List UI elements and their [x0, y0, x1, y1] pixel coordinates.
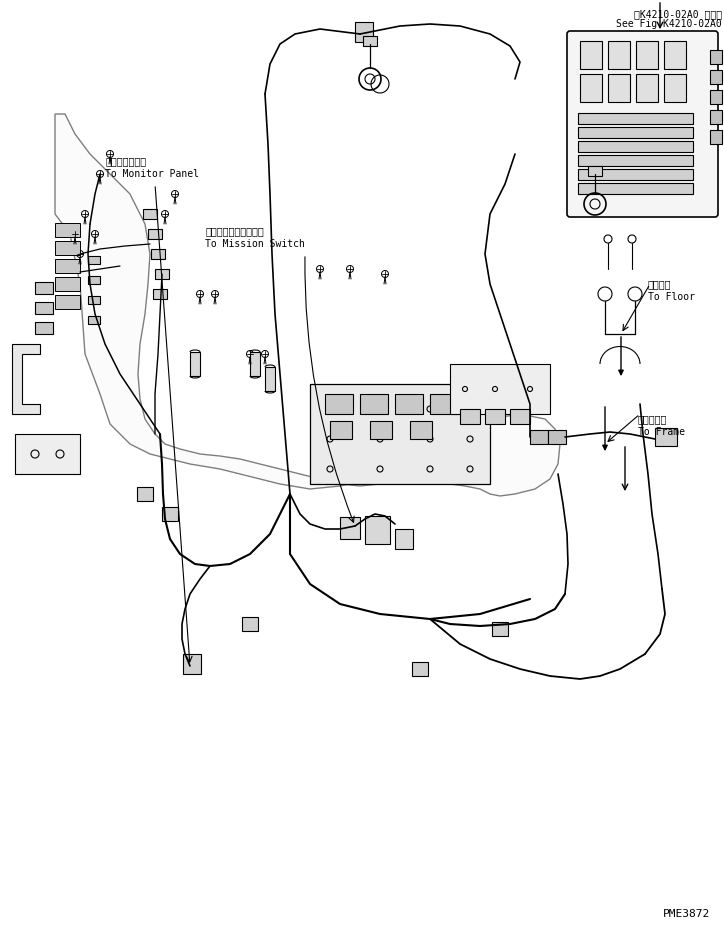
Text: フレームへ
To Frame: フレームへ To Frame — [638, 414, 685, 437]
Bar — [143, 209, 157, 219]
Bar — [395, 394, 423, 414]
Bar — [580, 74, 602, 102]
Bar — [355, 22, 373, 42]
Bar — [363, 36, 377, 46]
Bar — [578, 169, 693, 180]
Bar — [492, 622, 508, 636]
Polygon shape — [55, 114, 560, 496]
Bar — [460, 409, 480, 424]
Bar — [370, 421, 392, 439]
Text: 第K4210-02A0 図参照: 第K4210-02A0 図参照 — [634, 9, 722, 19]
Polygon shape — [15, 434, 80, 474]
Bar — [148, 229, 162, 239]
Bar — [55, 295, 80, 309]
Bar — [548, 430, 566, 444]
Bar — [588, 166, 602, 176]
Bar — [325, 394, 353, 414]
Bar — [578, 141, 693, 152]
Text: フロアへ
To Floor: フロアへ To Floor — [648, 279, 695, 303]
Bar — [162, 507, 178, 521]
Bar — [365, 516, 390, 544]
Bar — [608, 74, 630, 102]
Bar — [636, 41, 658, 69]
Bar — [485, 409, 505, 424]
Bar — [265, 367, 275, 391]
Bar — [412, 662, 428, 676]
Bar — [137, 487, 153, 501]
Text: ミッションスイッチへ
To Mission Switch: ミッションスイッチへ To Mission Switch — [205, 226, 305, 249]
Bar — [710, 50, 722, 64]
Bar — [578, 113, 693, 124]
Bar — [155, 269, 169, 279]
Bar — [310, 384, 490, 484]
Text: See Fig.K4210-02A0: See Fig.K4210-02A0 — [616, 19, 722, 29]
Bar — [410, 421, 432, 439]
Text: モニタパネルへ
To Monitor Panel: モニタパネルへ To Monitor Panel — [105, 156, 199, 179]
Bar — [88, 296, 100, 304]
Bar — [710, 130, 722, 144]
Bar — [35, 282, 53, 294]
Bar — [55, 277, 80, 291]
Bar — [578, 183, 693, 194]
Bar — [710, 110, 722, 124]
Bar — [190, 352, 200, 376]
Bar — [530, 430, 548, 444]
Bar — [655, 428, 677, 446]
Bar — [360, 394, 388, 414]
Bar — [608, 41, 630, 69]
Bar — [578, 127, 693, 138]
Bar — [250, 352, 260, 376]
Bar — [636, 74, 658, 102]
Bar — [55, 241, 80, 255]
Bar — [430, 394, 458, 414]
Bar — [395, 529, 413, 549]
Bar — [35, 302, 53, 314]
Bar — [450, 364, 550, 414]
Bar — [710, 90, 722, 104]
Bar — [664, 74, 686, 102]
Bar — [578, 155, 693, 166]
Bar — [664, 41, 686, 69]
Bar — [88, 256, 100, 264]
FancyBboxPatch shape — [567, 31, 718, 217]
Polygon shape — [12, 344, 40, 414]
Bar — [710, 70, 722, 84]
Bar — [340, 517, 360, 539]
Text: PME3872: PME3872 — [662, 909, 710, 919]
Bar — [88, 276, 100, 284]
Bar — [183, 654, 201, 674]
Bar — [153, 289, 167, 299]
Bar — [510, 409, 530, 424]
Bar — [580, 41, 602, 69]
Bar — [88, 316, 100, 324]
Bar — [55, 259, 80, 273]
Bar — [55, 223, 80, 237]
Bar — [35, 322, 53, 334]
Bar — [330, 421, 352, 439]
Bar — [242, 617, 258, 631]
Bar — [151, 249, 165, 259]
